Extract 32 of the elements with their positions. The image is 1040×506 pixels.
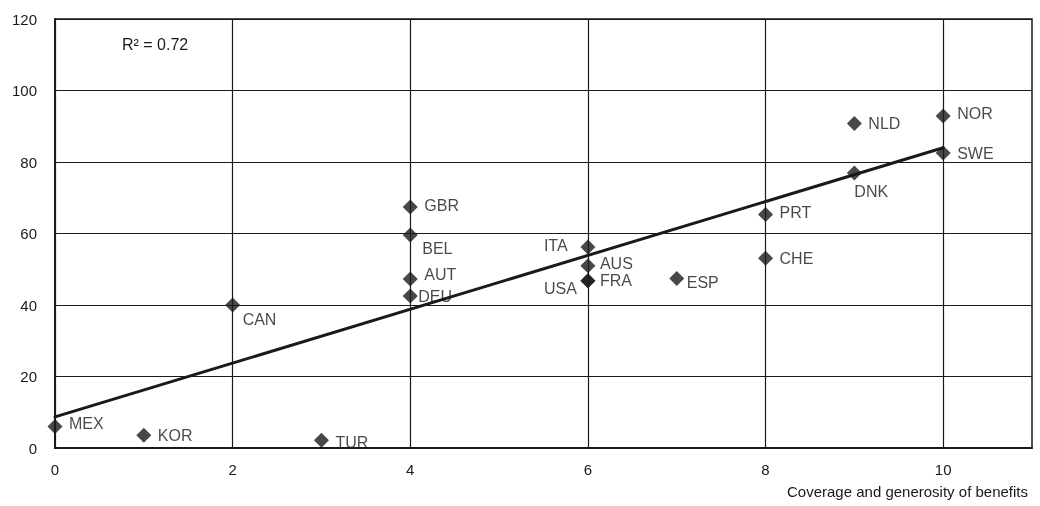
data-label: BEL xyxy=(422,240,453,258)
data-label: KOR xyxy=(157,426,193,444)
data-label: CHE xyxy=(779,249,814,267)
x-tick-label: 4 xyxy=(406,461,415,478)
x-tick-label: 0 xyxy=(50,461,60,478)
data-label: PRT xyxy=(779,204,812,222)
data-label: MEX xyxy=(69,415,104,433)
data-label: FRA xyxy=(599,272,633,290)
data-label: NOR xyxy=(957,105,993,123)
data-label: ESP xyxy=(686,274,719,292)
data-label: NLD xyxy=(868,114,901,132)
data-label: AUT xyxy=(424,266,457,284)
data-label: USA xyxy=(543,280,578,298)
data-label: ITA xyxy=(543,236,568,254)
y-tick-label: 60 xyxy=(20,225,37,242)
annotation: R² = 0.72 xyxy=(122,35,189,53)
y-tick-label: 100 xyxy=(11,82,37,99)
y-tick-label: 0 xyxy=(28,439,37,457)
data-label: SWE xyxy=(957,144,994,162)
data-label: GBR xyxy=(424,196,459,214)
x-tick-label: 8 xyxy=(761,461,770,478)
y-tick-label: 120 xyxy=(11,10,37,28)
x-tick-label: 2 xyxy=(228,461,237,478)
data-label: CAN xyxy=(242,310,277,328)
data-label: AUS xyxy=(599,255,633,273)
x-tick-label: 6 xyxy=(583,461,593,478)
x-axis-title: Coverage and generosity of benefits xyxy=(787,483,1029,500)
y-tick-label: 20 xyxy=(20,368,37,385)
y-tick-label: 80 xyxy=(20,153,37,171)
data-label: DNK xyxy=(854,182,889,200)
x-tick-label: 10 xyxy=(934,461,952,478)
y-tick-label: 40 xyxy=(20,296,37,314)
